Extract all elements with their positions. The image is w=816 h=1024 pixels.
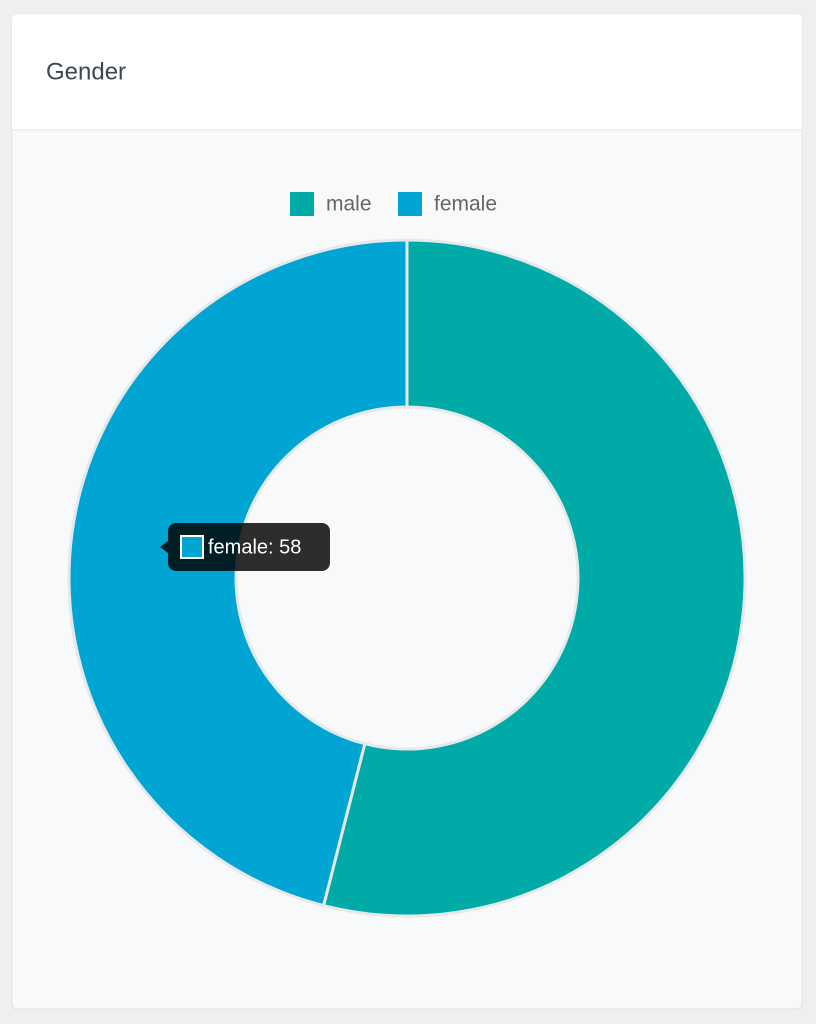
doughnut-segment: [321, 238, 747, 918]
legend-swatch: [398, 192, 422, 216]
tooltip-text: female: 58: [208, 536, 301, 558]
chart: male female female: 58: [67, 192, 747, 918]
legend-swatch: [290, 192, 314, 216]
legend-label: male: [326, 193, 372, 216]
doughnut-segment: [67, 238, 409, 908]
legend-label: female: [434, 193, 497, 216]
card-title: Gender: [46, 58, 126, 85]
tooltip-swatch: [180, 535, 204, 559]
card-header: [12, 14, 802, 130]
